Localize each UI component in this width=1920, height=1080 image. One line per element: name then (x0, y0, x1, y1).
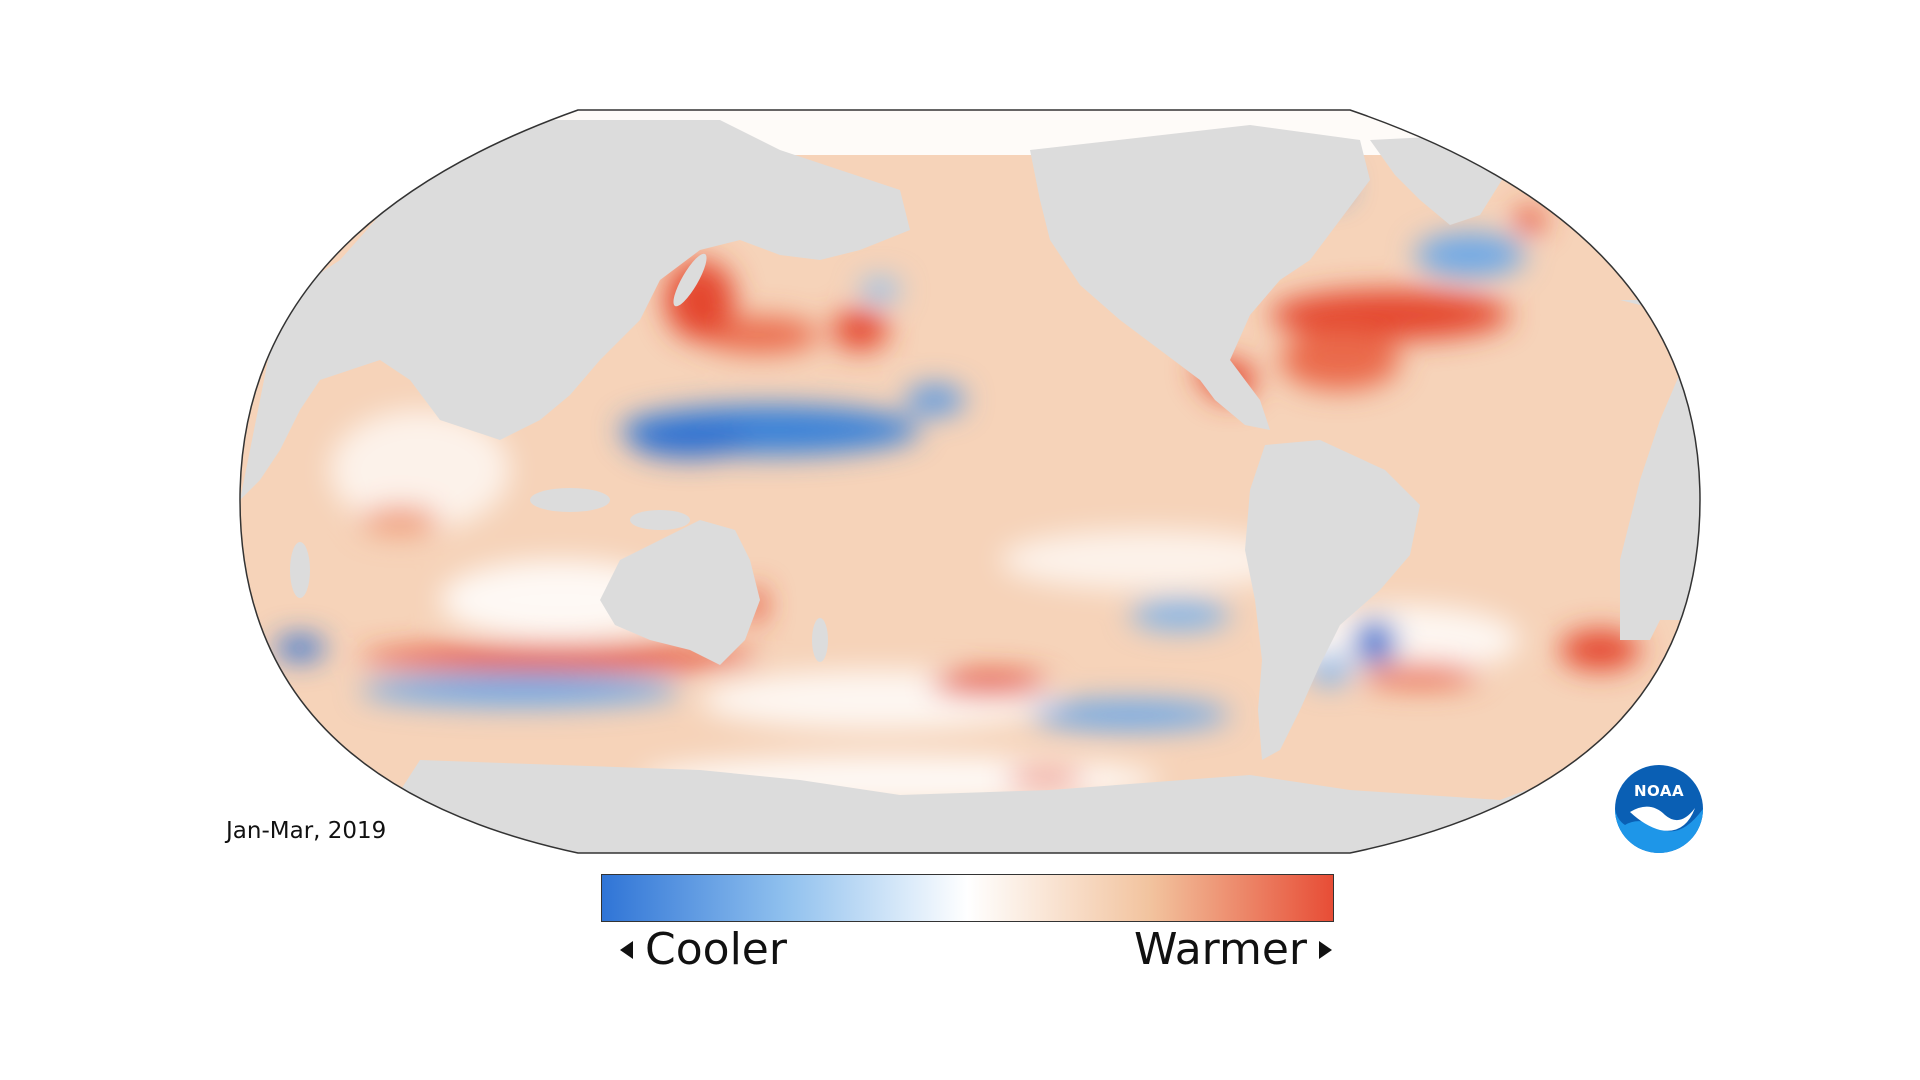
africa (1620, 300, 1700, 640)
japan (673, 253, 707, 307)
period-label: Jan-Mar, 2019 (226, 818, 387, 844)
australia (600, 520, 760, 665)
map-outline (239, 109, 1701, 854)
legend-cooler: Cooler (620, 924, 787, 975)
legend-cooler-label: Cooler (645, 924, 787, 975)
legend-warmer: Warmer (1134, 924, 1332, 975)
new-zealand (812, 618, 828, 662)
noaa-logo-text: NOAA (1633, 782, 1685, 800)
map-body (240, 110, 1700, 853)
legend-gradient (601, 874, 1334, 922)
arrow-left-icon (620, 940, 633, 959)
new-guinea (630, 510, 690, 530)
north-america (1030, 125, 1370, 430)
antarctica (360, 760, 1620, 853)
madagascar (290, 542, 310, 598)
arctic-region (240, 110, 1700, 155)
noaa-logo-icon (1615, 765, 1703, 853)
legend-bar (601, 874, 1334, 922)
legend-warmer-label: Warmer (1134, 924, 1307, 975)
noaa-logo: NOAA (1614, 764, 1704, 854)
indonesia (530, 488, 610, 512)
asia (240, 120, 910, 500)
south-america (1245, 440, 1420, 760)
land-masses (240, 120, 1700, 853)
arrow-right-icon (1319, 940, 1332, 959)
